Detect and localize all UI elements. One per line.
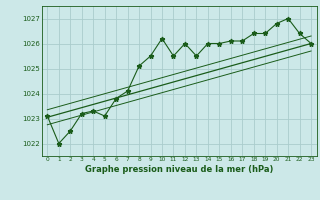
- X-axis label: Graphe pression niveau de la mer (hPa): Graphe pression niveau de la mer (hPa): [85, 165, 273, 174]
